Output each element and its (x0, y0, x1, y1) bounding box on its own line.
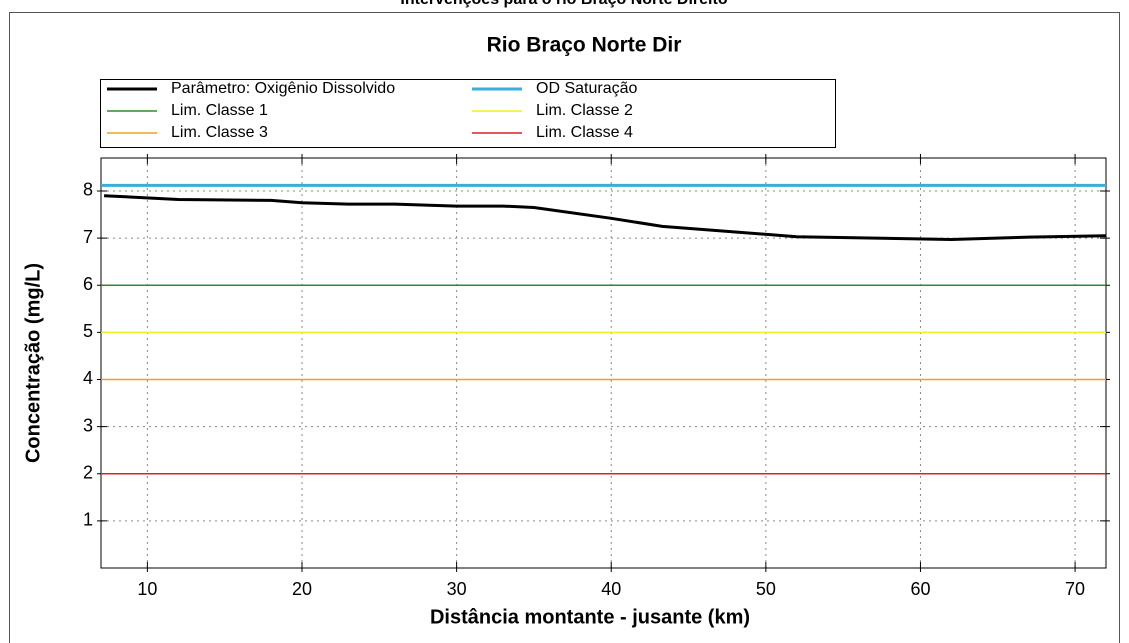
y-tick-label: 4 (83, 368, 93, 388)
x-tick-label: 50 (756, 579, 776, 599)
y-axis-label: Concentração (mg/L) (22, 263, 44, 463)
legend-label: Lim. Classe 3 (171, 124, 268, 141)
y-tick-label: 3 (83, 415, 93, 435)
y-tick-label: 5 (83, 321, 93, 341)
x-axis-label: Distância montante - jusante (km) (430, 606, 750, 628)
legend-label: Parâmetro: Oxigênio Dissolvido (171, 80, 395, 97)
legend-label: Lim. Classe 1 (171, 102, 268, 119)
plot-frame (100, 157, 1107, 569)
x-tick-label: 20 (292, 579, 312, 599)
x-tick-label: 30 (447, 579, 467, 599)
x-tick-label: 10 (137, 579, 157, 599)
data-line (104, 194, 1107, 242)
y-tick-label: 6 (83, 274, 93, 294)
x-tick-label: 60 (910, 579, 930, 599)
y-tick-label: 8 (83, 180, 93, 200)
y-tick-label: 7 (83, 227, 93, 247)
legend-label: Lim. Classe 2 (536, 102, 633, 119)
legend-label: Lim. Classe 4 (536, 124, 633, 141)
legend-label: OD Saturação (536, 80, 637, 97)
x-tick-label: 40 (601, 579, 621, 599)
y-tick-label: 1 (83, 510, 93, 530)
chart-title: Rio Braço Norte Dir (487, 34, 682, 57)
page-title: Intervenções para o rio Braço Norte Dire… (400, 0, 727, 8)
x-tick-label: 70 (1065, 579, 1085, 599)
y-tick-label: 2 (83, 462, 93, 482)
legend-box (100, 79, 836, 148)
